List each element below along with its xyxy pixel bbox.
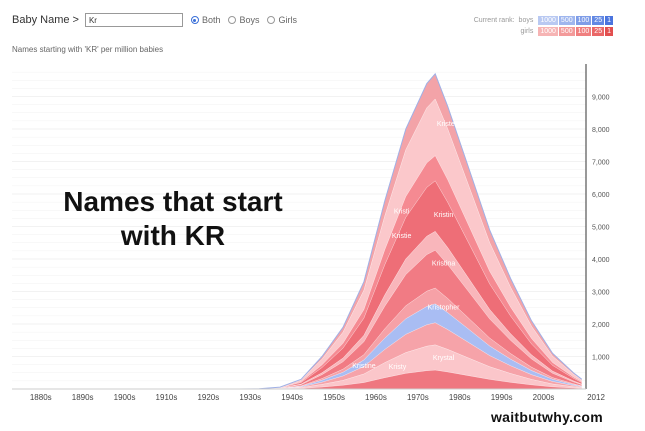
baby-name-label: Baby Name > — [12, 14, 79, 26]
y-tick-label: 5,000 — [592, 225, 610, 232]
x-tick-label: 1980s — [449, 393, 471, 402]
rank-girls-cell-500: 500 — [558, 26, 575, 36]
radio-girls[interactable]: Girls — [267, 15, 297, 25]
radio-both-label: Both — [201, 15, 221, 25]
rank-girls-cell-25: 25 — [592, 26, 605, 36]
overlay-title-line: Names that start — [63, 186, 282, 217]
name-label-kristy: Kristy — [389, 364, 407, 371]
chart-subtitle: Names starting with 'KR' per million bab… — [12, 45, 164, 54]
y-tick-label: 2,000 — [592, 322, 610, 329]
y-tick-label: 8,000 — [592, 127, 610, 134]
y-tick-label: 7,000 — [592, 160, 610, 167]
name-label-kristin: Kristin — [434, 212, 454, 219]
rank-girls-label: girls — [520, 27, 534, 35]
overlay-title-line: with KR — [120, 220, 225, 251]
y-tick-label: 3,000 — [592, 290, 610, 297]
rank-boys-cell-25: 25 — [592, 15, 605, 25]
y-tick-label: 9,000 — [592, 95, 610, 102]
y-tick-label: 6,000 — [592, 192, 610, 199]
radio-boys-dot[interactable] — [228, 16, 237, 24]
x-tick-label: 1880s — [30, 393, 52, 402]
radio-girls-dot[interactable] — [267, 16, 276, 24]
rank-row-girls: girls 1000 500 100 25 1 — [474, 26, 613, 36]
name-label-kristina: Kristina — [432, 261, 455, 268]
x-tick-label: 1970s — [407, 393, 429, 402]
x-tick-label: 1930s — [239, 393, 261, 402]
radio-both-dot[interactable] — [190, 16, 199, 24]
x-tick-label: 1950s — [323, 393, 345, 402]
x-tick-label: 1920s — [197, 393, 219, 402]
rank-boys-cell-500: 500 — [558, 15, 575, 25]
rank-row-boys: Current rank: boys 1000 500 100 25 1 — [474, 15, 613, 25]
rank-girls-cell-1: 1 — [605, 26, 613, 36]
name-search-input[interactable] — [84, 13, 183, 27]
x-tick-label: 1940s — [281, 393, 303, 402]
x-tick-label: 2000s — [533, 393, 555, 402]
radio-girls-label: Girls — [278, 15, 297, 25]
name-label-kristopher: Kristopher — [428, 304, 461, 311]
rank-title: Current rank: — [473, 16, 515, 24]
x-tick-label: 1990s — [491, 393, 513, 402]
radio-boys-label: Boys — [239, 15, 260, 25]
y-tick-label: 4,000 — [592, 257, 610, 264]
rank-boys-cell-100: 100 — [575, 15, 592, 25]
x-tick-label: 1960s — [365, 393, 387, 402]
rank-girls-cell-1000: 1000 — [538, 26, 558, 36]
y-tick-label: 1,000 — [592, 355, 610, 362]
rank-boys-cell-1000: 1000 — [538, 15, 558, 25]
name-label-kristen: Kristen — [437, 121, 459, 128]
name-label-kristine: Kristine — [352, 363, 375, 370]
radio-both[interactable]: Both — [190, 15, 221, 25]
name-label-krystal: Krystal — [433, 355, 455, 362]
x-tick-label: 1890s — [72, 393, 94, 402]
name-label-kristie: Kristie — [392, 233, 412, 240]
rank-girls-cell-100: 100 — [575, 26, 592, 36]
x-tick-label: 2012 — [587, 393, 605, 402]
name-search-bar: Baby Name > Both Boys Girls — [12, 12, 297, 28]
watermark: waitbutwhy.com — [490, 409, 603, 425]
x-tick-label: 1900s — [114, 393, 136, 402]
rank-legend: Current rank: boys 1000 500 100 25 1 gir… — [474, 15, 613, 37]
radio-boys[interactable]: Boys — [228, 15, 259, 25]
rank-boys-cell-1: 1 — [605, 15, 613, 25]
rank-boys-label: boys — [518, 16, 534, 24]
x-tick-label: 1910s — [156, 393, 178, 402]
name-label-kristi: Kristi — [394, 209, 410, 216]
